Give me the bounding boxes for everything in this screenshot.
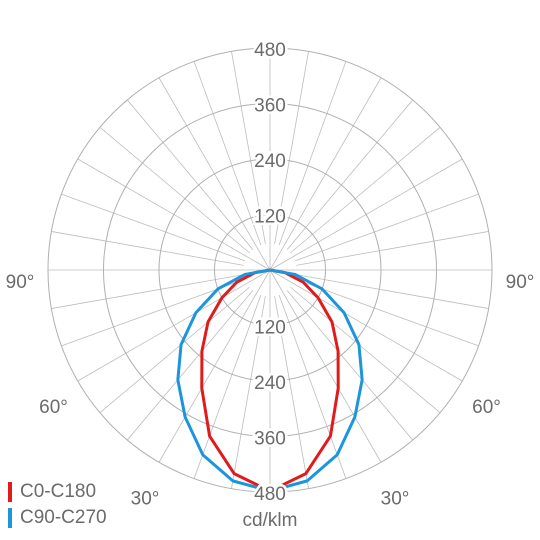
spoke — [61, 278, 246, 347]
legend-swatch — [8, 508, 12, 528]
angle-tick-label: 60° — [472, 397, 501, 418]
spoke — [99, 286, 250, 414]
angle-tick-label: 60° — [39, 397, 68, 418]
spoke — [231, 51, 266, 244]
r-tick-label: 360 — [254, 96, 286, 117]
spoke — [278, 61, 347, 246]
spoke — [193, 61, 262, 246]
angle-tick-label: 90° — [6, 272, 35, 293]
spoke — [296, 274, 489, 309]
spoke — [51, 231, 244, 266]
r-tick-label: 240 — [254, 373, 286, 394]
r-tick-label: 480 — [254, 40, 286, 61]
grid-ring — [214, 214, 326, 326]
r-tick-label: 240 — [254, 151, 286, 172]
axis-label: cd/klm — [243, 510, 298, 531]
spoke — [286, 99, 414, 250]
spoke — [294, 193, 479, 262]
labels: C0-C180 C90-C270 120 120 240 240 360 360 480 480 9… — [6, 38, 535, 529]
spoke — [193, 294, 262, 479]
legend-swatch — [8, 482, 12, 502]
series-line — [176, 268, 364, 493]
spoke — [126, 290, 254, 441]
spoke — [278, 294, 347, 479]
angle-tick-label: 30° — [131, 489, 160, 510]
grid-ring — [103, 103, 437, 437]
spoke — [126, 99, 254, 250]
plot-area — [176, 268, 364, 493]
angle-tick-label: 90° — [506, 272, 535, 293]
spoke — [231, 296, 266, 489]
r-tick-label: 360 — [254, 429, 286, 450]
legend-label: C0-C180 — [20, 481, 96, 502]
legend-label: C90-C270 — [20, 507, 107, 528]
angle-tick-label: 30° — [381, 489, 410, 510]
r-tick-label: 120 — [254, 318, 286, 339]
grid-ring — [158, 158, 382, 382]
r-tick-label: 120 — [254, 207, 286, 228]
spoke — [274, 51, 309, 244]
spoke — [99, 126, 250, 254]
grid — [47, 47, 493, 493]
spoke — [296, 231, 489, 266]
spoke — [286, 290, 414, 441]
spoke — [274, 296, 309, 489]
spoke — [290, 126, 441, 254]
spoke — [294, 278, 479, 347]
r-tick-label: 480 — [254, 484, 286, 505]
spoke — [61, 193, 246, 262]
spoke — [290, 286, 441, 414]
spoke — [51, 274, 244, 309]
